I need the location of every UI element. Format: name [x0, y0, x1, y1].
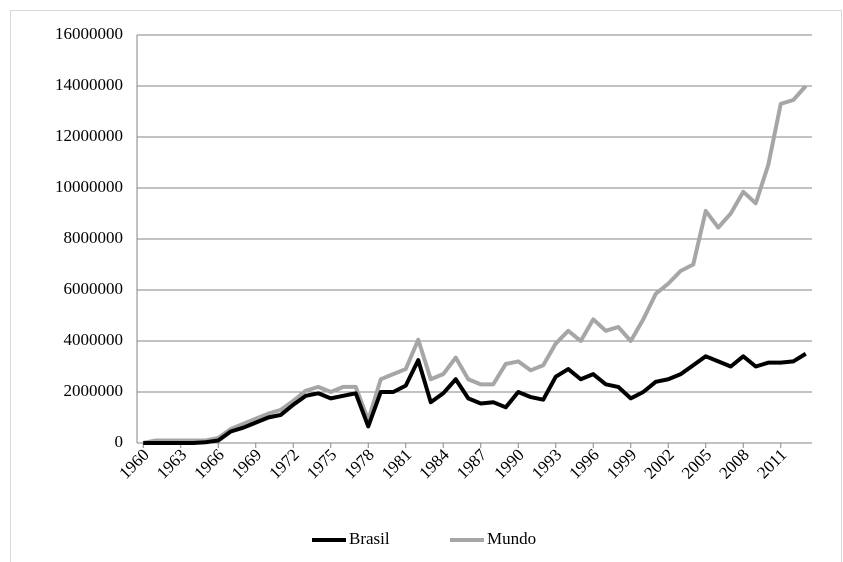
y-tick-label: 14000000	[55, 75, 123, 94]
y-tick-label: 10000000	[55, 177, 123, 196]
x-tick-label: 2005	[678, 445, 715, 482]
x-tick-label: 1963	[153, 445, 190, 482]
series-line	[142, 84, 808, 445]
chart-frame	[10, 10, 842, 562]
x-tick-label: 2002	[640, 445, 677, 482]
x-tick-label: 1969	[228, 445, 265, 482]
x-tick-label: 1984	[415, 445, 453, 483]
x-tick-label: 1972	[265, 445, 302, 482]
y-tick-label: 4000000	[64, 330, 124, 349]
legend-label: Brasil	[349, 529, 390, 548]
x-tick-label: 1993	[528, 445, 565, 482]
x-tick-label: 2011	[753, 445, 790, 482]
y-tick-label: 12000000	[55, 126, 123, 145]
y-tick-label: 8000000	[64, 228, 124, 247]
y-tick-label: 0	[115, 432, 124, 451]
x-tick-label: 1999	[603, 445, 640, 482]
x-tick-label: 1981	[378, 445, 415, 482]
y-tick-label: 6000000	[64, 279, 124, 298]
y-tick-label: 16000000	[55, 24, 123, 43]
y-tick-label: 2000000	[64, 381, 124, 400]
x-tick-label: 2008	[715, 445, 752, 482]
x-tick-label: 1996	[565, 445, 602, 482]
x-tick-label: 1975	[303, 445, 340, 482]
x-tick-label: 1990	[490, 445, 527, 482]
x-tick-label: 1987	[453, 445, 491, 483]
series-line	[143, 352, 807, 445]
x-tick-label: 1966	[190, 445, 227, 482]
legend-label: Mundo	[487, 529, 536, 548]
x-tick-label: 1978	[340, 445, 377, 482]
